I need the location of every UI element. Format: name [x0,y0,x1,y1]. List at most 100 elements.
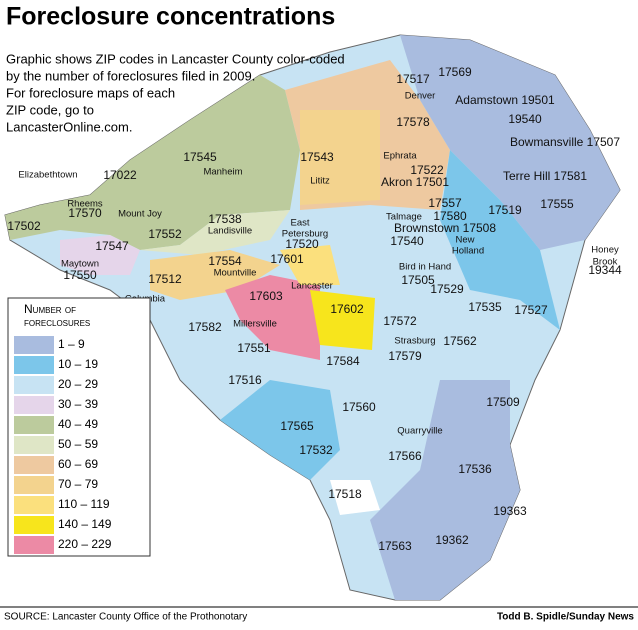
town-label: Denver [405,91,436,102]
zip-label: 17562 [443,334,477,348]
zip-label: 17512 [148,272,182,286]
zip-label: Terre Hill 17581 [503,169,587,183]
zip-label: 17545 [183,150,217,164]
town-label: East [290,218,309,229]
legend-swatch [14,516,54,534]
zip-label: 17535 [468,300,502,314]
town-label: Brook [593,257,618,268]
legend-swatch [14,436,54,454]
subtitle-line: LancasterOnline.com. [6,119,132,134]
zip-label: 17565 [280,419,314,433]
zip-label: 17519 [488,203,522,217]
zip-label: 17505 [401,273,435,287]
zip-label: 17527 [514,303,548,317]
region [280,245,340,285]
zip-label: 17516 [228,373,262,387]
zip-label: 17509 [486,395,520,409]
town-label: Holland [452,246,484,257]
credit: Todd B. Spidle/Sunday News [497,612,634,623]
legend-label: 60 – 69 [58,457,98,471]
subtitle-line: For foreclosure maps of each [6,85,175,100]
legend-swatch [14,476,54,494]
zip-label: 17563 [378,539,412,553]
region [220,380,340,480]
town-label: Petersburg [282,229,328,240]
zip-label: 17550 [63,268,97,282]
zip-label: 19344 [588,263,622,277]
town-label: Strasburg [394,336,435,347]
zip-label: 17543 [300,150,334,164]
legend-swatch [14,356,54,374]
zip-label: 17517 [396,72,430,86]
region [310,290,375,350]
source: SOURCE: Lancaster County Office of the P… [4,612,247,623]
zip-label: 17578 [396,115,430,129]
town-label: Elizabethtown [18,170,77,181]
town-label: New [455,235,474,246]
legend-title: foreclosures [24,315,90,329]
zip-label: 19540 [508,112,542,126]
zip-label: 19362 [435,533,469,547]
legend-swatch [14,396,54,414]
zip-label: 17569 [438,65,472,79]
subtitle-line: ZIP code, go to [6,102,94,117]
zip-label: Brownstown 17508 [394,221,496,235]
legend-swatch [14,456,54,474]
town-label: Mount Joy [118,209,162,220]
legend-label: 140 – 149 [58,517,112,531]
legend-label: 30 – 39 [58,397,98,411]
legend-swatch [14,536,54,554]
zip-label: Bowmansville 17507 [510,135,620,149]
legend-title: Number of [24,302,76,316]
legend-swatch [14,496,54,514]
zip-label: 17520 [285,237,319,251]
town-label: Manheim [203,167,242,178]
zip-label: 17022 [103,168,137,182]
zip-label: 17555 [540,197,574,211]
zip-label: 17603 [249,289,283,303]
legend-label: 110 – 119 [58,497,110,511]
legend-label: 40 – 49 [58,417,98,431]
zip-label: 17557 [428,196,462,210]
zip-label: 17518 [328,487,362,501]
town-label: Bird in Hand [399,262,451,273]
zip-label: 17579 [388,349,422,363]
town-label: Quarryville [397,426,442,437]
county-map [4,34,621,601]
town-label: Lancaster [291,281,333,292]
region [300,110,380,205]
zip-label: 17570 [68,206,102,220]
region [440,150,560,330]
region [330,480,380,515]
legend-swatch [14,336,54,354]
zip-label: 17566 [388,449,422,463]
zip-label: 17536 [458,462,492,476]
zip-label: 17552 [148,227,182,241]
town-label: Talmage [386,212,422,223]
town-label: Millersville [233,319,277,330]
zip-label: 17502 [7,219,41,233]
legend-label: 20 – 29 [58,377,98,391]
region [400,35,620,250]
title: Foreclosure concentrations [6,3,335,31]
zip-label: Akron 17501 [381,175,449,189]
zip-label: 17582 [188,320,222,334]
town-label: Maytown [61,259,99,270]
zip-label: 17572 [383,314,417,328]
region [225,275,320,360]
region [5,75,300,250]
legend-label: 1 – 9 [58,337,85,351]
town-label: Honey [591,245,619,256]
legend-label: 220 – 229 [58,537,112,551]
region [370,380,520,600]
zip-label: 17529 [430,282,464,296]
subtitle-line: by the number of foreclosures filed in 2… [6,68,255,83]
town-label: Mountville [214,268,257,279]
town-label: Lititz [310,176,330,187]
zip-label: 17532 [299,443,333,457]
town-label: Ephrata [383,151,417,162]
zip-label: 17554 [208,254,242,268]
legend-label: 50 – 59 [58,437,98,451]
